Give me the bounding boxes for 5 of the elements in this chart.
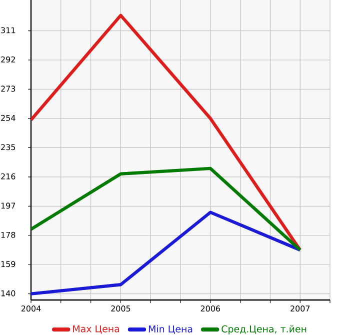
legend-label: Сред.Цена, т.йен <box>222 325 306 334</box>
line-series <box>31 166 302 252</box>
legend-label: Min Цена <box>148 325 192 334</box>
line-series <box>31 210 302 296</box>
legend-label: Max Цена <box>73 325 120 334</box>
